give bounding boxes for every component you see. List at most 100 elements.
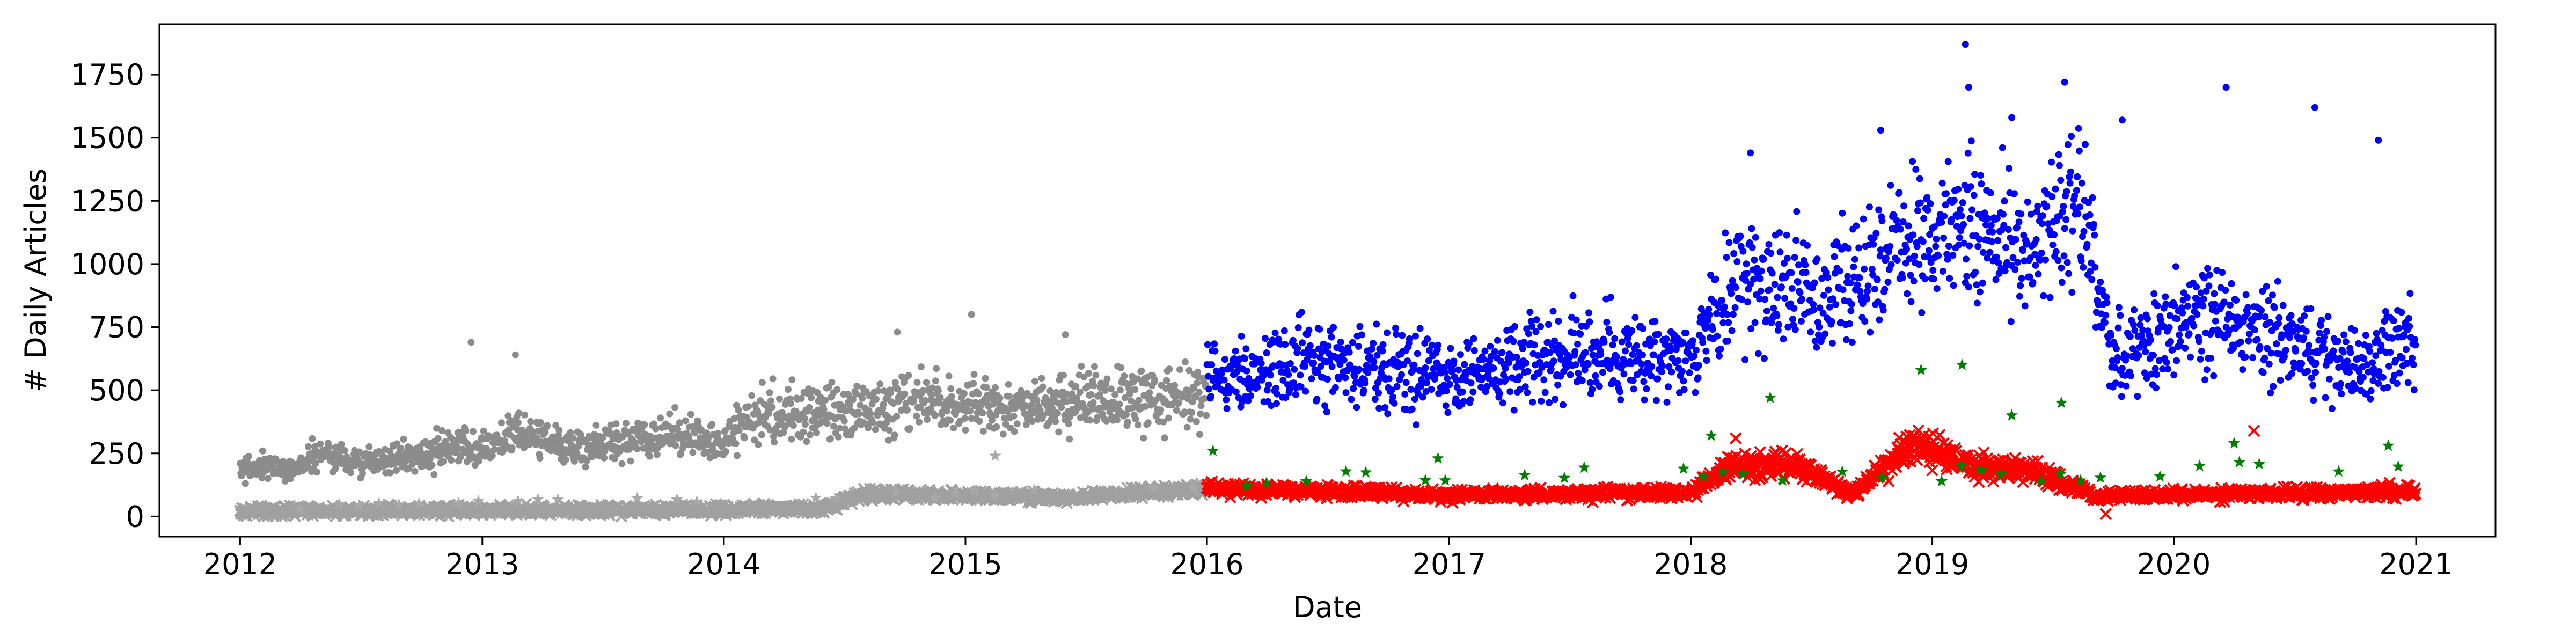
data-point [2210,372,2218,379]
data-point [801,415,808,422]
data-point [2379,374,2387,381]
data-point [1609,341,1616,349]
data-point [1423,379,1430,387]
data-point [1689,337,1696,345]
data-point [582,463,589,471]
data-point [1203,412,1210,419]
data-point [1913,243,1921,250]
data-point [2119,365,2126,372]
data-point [1467,379,1475,387]
data-point [1171,382,1179,389]
data-point [2083,240,2091,248]
data-point [2127,372,2134,379]
data-point [1302,387,1309,395]
data-point [1802,261,1809,269]
data-point [2012,236,2019,243]
data-point [515,409,523,417]
data-point [430,471,438,478]
data-point [1362,379,1369,387]
data-point [1062,331,1069,339]
data-point [2328,405,2336,412]
data-point [440,458,447,465]
data-point [1781,295,1789,302]
data-point [1899,274,1906,281]
data-point [1460,398,1467,405]
data-point [1828,339,1836,347]
data-point [1358,331,1366,339]
data-point [2176,331,2183,339]
data-point [1851,255,1858,263]
data-point [485,432,492,440]
data-point [2183,294,2191,301]
data-point [1682,329,1690,336]
data-point [1117,386,1124,394]
data-point [2054,257,2062,264]
data-point [2196,338,2203,345]
data-point [835,433,842,441]
data-point [1340,356,1348,364]
data-point [787,400,794,407]
data-point [2305,342,2312,349]
data-point [1921,275,1929,283]
data-point [1992,276,2000,283]
data-point [470,428,477,435]
data-point [2360,355,2368,362]
data-point [2395,325,2403,332]
data-point [722,448,730,455]
data-point [1391,399,1398,407]
data-point [1987,189,1994,196]
data-point [1654,375,1662,383]
data-point [1455,366,1462,374]
data-point [2082,141,2089,148]
data-point [1323,408,1330,415]
data-point [2049,241,2057,248]
data-point [2312,369,2319,376]
data-point [2346,369,2353,376]
data-point [2152,384,2160,392]
data-point [488,452,496,459]
data-point [1816,323,1823,331]
data-point [1572,316,1580,324]
data-point [2309,382,2317,389]
data-point [1839,286,1847,294]
data-point [2060,203,2067,210]
data-point [1232,347,1239,355]
data-point [1832,301,1840,308]
data-point [1861,265,1868,273]
data-point [1780,335,1787,343]
data-point [855,410,862,418]
data-point [1373,320,1380,328]
data-point [2203,366,2211,374]
data-point [1414,350,1421,357]
data-point [1005,392,1013,400]
data-point [1443,387,1450,394]
data-point [2375,136,2382,144]
data-point [1771,281,1779,288]
data-point [884,413,891,420]
data-point [1373,352,1381,359]
data-point [788,435,795,443]
data-point [309,435,316,442]
data-point [1379,347,1386,355]
data-point [2398,309,2405,316]
data-point [1918,309,1926,316]
data-point [1839,209,1846,217]
data-point [765,409,773,417]
data-point [1399,332,1406,339]
data-point [1140,434,1147,442]
data-point [1194,379,1201,387]
data-point [2405,314,2412,322]
data-point [2237,338,2244,346]
data-point [2061,78,2068,86]
data-point [982,375,989,382]
data-point [1324,376,1331,383]
data-point [2398,354,2406,362]
data-point [2057,177,2065,184]
data-point [1292,391,1299,398]
data-point [2207,354,2215,362]
data-point [2073,187,2080,194]
data-point [1124,419,1131,426]
data-point [1506,388,1514,396]
data-point [1257,360,1265,367]
data-point [1370,358,1378,365]
